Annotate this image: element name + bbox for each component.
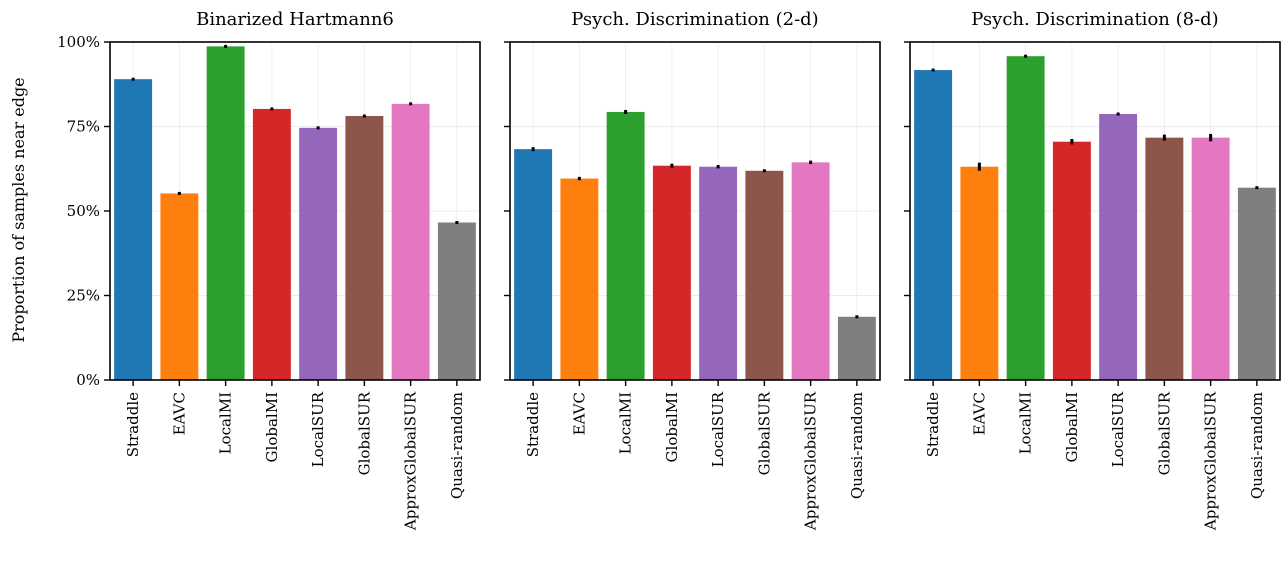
- x-tick-label: GlobalSUR: [355, 391, 373, 475]
- bar-globalmi: [652, 165, 691, 380]
- x-tick-label: GlobalSUR: [1155, 391, 1173, 475]
- x-tick-label: ApproxGlobalSUR: [1202, 391, 1220, 531]
- chart-title: Psych. Discrimination (2-d): [571, 9, 818, 30]
- chart-title: Binarized Hartmann6: [196, 9, 394, 30]
- x-tick-label: GlobalMI: [1063, 392, 1081, 463]
- bar-straddle: [114, 79, 153, 381]
- bar-localmi: [606, 111, 645, 380]
- bar-globalsur: [745, 170, 784, 380]
- bar-globalmi: [1052, 141, 1091, 380]
- x-tick-label: EAVC: [170, 392, 188, 435]
- x-tick-label: LocalSUR: [309, 391, 327, 467]
- panel-psych-discrimination-8d: Psych. Discrimination (8-d) Straddle EAVC…: [904, 9, 1281, 531]
- x-tick-label: LocalMI: [617, 392, 635, 454]
- bar-localsur: [299, 127, 338, 381]
- bar-approxglobalsur: [391, 103, 430, 380]
- x-tick-label: Quasi-random: [448, 392, 466, 499]
- y-tick-label: 25%: [67, 287, 100, 305]
- bar-globalsur: [345, 116, 384, 380]
- bar-quasi-random: [837, 316, 876, 380]
- y-tick-label: 50%: [67, 202, 100, 220]
- x-tick-label: EAVC: [570, 392, 588, 435]
- bar-quasi-random: [1237, 187, 1276, 380]
- x-tick-label: Straddle: [924, 392, 942, 457]
- panel-binarized-hartmann6: Binarized Hartmann6 0% 25% 50% 75% 100% Strad…: [57, 9, 481, 531]
- bar-localsur: [699, 166, 738, 380]
- bar-quasi-random: [437, 222, 476, 380]
- x-tick-label: LocalSUR: [709, 391, 727, 467]
- x-tick-label: ApproxGlobalSUR: [402, 391, 420, 531]
- bar-eavc: [160, 193, 199, 380]
- x-tick-label: Quasi-random: [848, 392, 866, 499]
- x-tick-label: Straddle: [124, 392, 142, 457]
- x-tick-label: LocalMI: [217, 392, 235, 454]
- bar-globalmi: [252, 108, 291, 380]
- x-tick-label: Straddle: [524, 392, 542, 457]
- x-tick-label: LocalMI: [1017, 392, 1035, 454]
- y-tick-label: 100%: [57, 33, 100, 51]
- y-axis-label: Proportion of samples near edge: [9, 77, 28, 342]
- bar-localmi: [206, 46, 245, 380]
- bar-globalsur: [1145, 137, 1184, 380]
- x-tick-label: ApproxGlobalSUR: [802, 391, 820, 531]
- y-tick-label: 0%: [76, 371, 100, 389]
- chart-title: Psych. Discrimination (8-d): [971, 9, 1218, 30]
- panel-psych-discrimination-2d: Psych. Discrimination (2-d) Straddle EAVC…: [504, 9, 881, 531]
- bar-eavc: [560, 178, 599, 380]
- bar-localmi: [1006, 56, 1045, 381]
- bar-approxglobalsur: [1191, 137, 1230, 380]
- x-tick-label: GlobalMI: [663, 392, 681, 463]
- x-tick-label: GlobalSUR: [755, 391, 773, 475]
- bar-approxglobalsur: [791, 162, 830, 380]
- x-tick-label: GlobalMI: [263, 392, 281, 463]
- bar-eavc: [960, 166, 999, 380]
- y-tick-label: 75%: [67, 118, 100, 136]
- bar-straddle: [514, 149, 553, 380]
- bar-localsur: [1099, 113, 1138, 380]
- bar-straddle: [914, 70, 953, 380]
- x-tick-label: Quasi-random: [1248, 392, 1266, 499]
- x-tick-label: LocalSUR: [1109, 391, 1127, 467]
- x-tick-label: EAVC: [970, 392, 988, 435]
